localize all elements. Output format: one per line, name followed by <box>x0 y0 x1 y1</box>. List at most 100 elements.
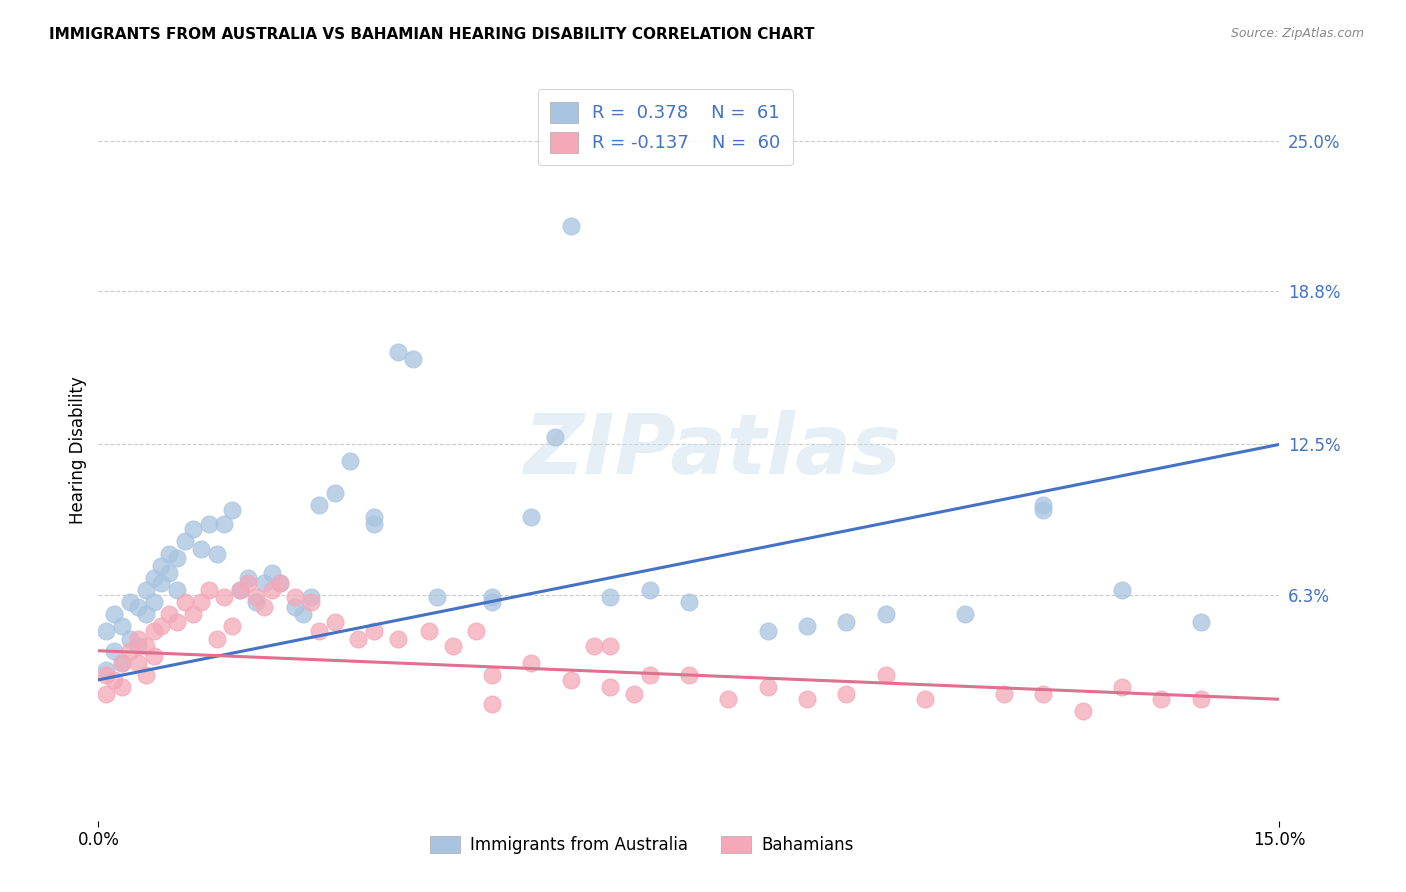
Point <box>347 632 370 646</box>
Point <box>520 510 543 524</box>
Point <box>418 624 440 639</box>
Text: IMMIGRANTS FROM AUSTRALIA VS BAHAMIAN HEARING DISABILITY CORRELATION CHART: IMMIGRANTS FROM AUSTRALIA VS BAHAMIAN HE… <box>49 27 814 42</box>
Point <box>157 566 180 580</box>
Point <box>875 607 897 622</box>
Point <box>118 644 141 658</box>
Point <box>150 558 173 573</box>
Point <box>1150 692 1173 706</box>
Point <box>835 615 858 629</box>
Point <box>214 591 236 605</box>
Point <box>150 575 173 590</box>
Point <box>111 619 134 633</box>
Point <box>796 619 818 633</box>
Point <box>127 600 149 615</box>
Point <box>299 595 322 609</box>
Point <box>103 644 125 658</box>
Point <box>118 595 141 609</box>
Point <box>157 607 180 622</box>
Point <box>481 595 503 609</box>
Y-axis label: Hearing Disability: Hearing Disability <box>69 376 87 524</box>
Point <box>299 591 322 605</box>
Point <box>174 534 197 549</box>
Point <box>269 575 291 590</box>
Point <box>253 575 276 590</box>
Point <box>205 632 228 646</box>
Point <box>269 575 291 590</box>
Point <box>205 547 228 561</box>
Point <box>560 219 582 233</box>
Point <box>1071 705 1094 719</box>
Point <box>190 541 212 556</box>
Point <box>717 692 740 706</box>
Point <box>638 668 661 682</box>
Point <box>678 595 700 609</box>
Point <box>127 656 149 670</box>
Point <box>796 692 818 706</box>
Point <box>127 632 149 646</box>
Point <box>953 607 976 622</box>
Point <box>181 607 204 622</box>
Point <box>323 615 346 629</box>
Point <box>166 615 188 629</box>
Point <box>236 575 259 590</box>
Point <box>150 619 173 633</box>
Point <box>135 639 157 653</box>
Point <box>363 510 385 524</box>
Point <box>103 607 125 622</box>
Point <box>103 673 125 687</box>
Point <box>197 517 219 532</box>
Point <box>308 624 330 639</box>
Point <box>638 582 661 597</box>
Point <box>1032 503 1054 517</box>
Point <box>756 624 779 639</box>
Point <box>441 639 464 653</box>
Point <box>214 517 236 532</box>
Point <box>245 591 267 605</box>
Point <box>465 624 488 639</box>
Point <box>174 595 197 609</box>
Point <box>308 498 330 512</box>
Point <box>142 595 165 609</box>
Point <box>1111 582 1133 597</box>
Point <box>111 656 134 670</box>
Point <box>835 687 858 701</box>
Point <box>520 656 543 670</box>
Point <box>118 632 141 646</box>
Point <box>363 517 385 532</box>
Point <box>197 582 219 597</box>
Point <box>363 624 385 639</box>
Point <box>127 639 149 653</box>
Point <box>875 668 897 682</box>
Point <box>292 607 315 622</box>
Point <box>1189 692 1212 706</box>
Point <box>245 595 267 609</box>
Point <box>260 566 283 580</box>
Point <box>583 639 606 653</box>
Point <box>426 591 449 605</box>
Point <box>135 582 157 597</box>
Point <box>387 345 409 359</box>
Point <box>284 591 307 605</box>
Point <box>993 687 1015 701</box>
Point <box>111 656 134 670</box>
Point <box>560 673 582 687</box>
Point <box>96 663 118 677</box>
Point <box>229 582 252 597</box>
Point <box>678 668 700 682</box>
Point <box>914 692 936 706</box>
Point <box>221 503 243 517</box>
Point <box>96 668 118 682</box>
Point <box>481 668 503 682</box>
Point <box>229 582 252 597</box>
Point <box>1189 615 1212 629</box>
Point <box>544 430 567 444</box>
Point <box>135 607 157 622</box>
Point <box>253 600 276 615</box>
Point <box>1032 687 1054 701</box>
Point <box>339 454 361 468</box>
Point <box>236 571 259 585</box>
Point <box>96 687 118 701</box>
Point <box>166 551 188 566</box>
Point <box>142 571 165 585</box>
Point <box>599 680 621 694</box>
